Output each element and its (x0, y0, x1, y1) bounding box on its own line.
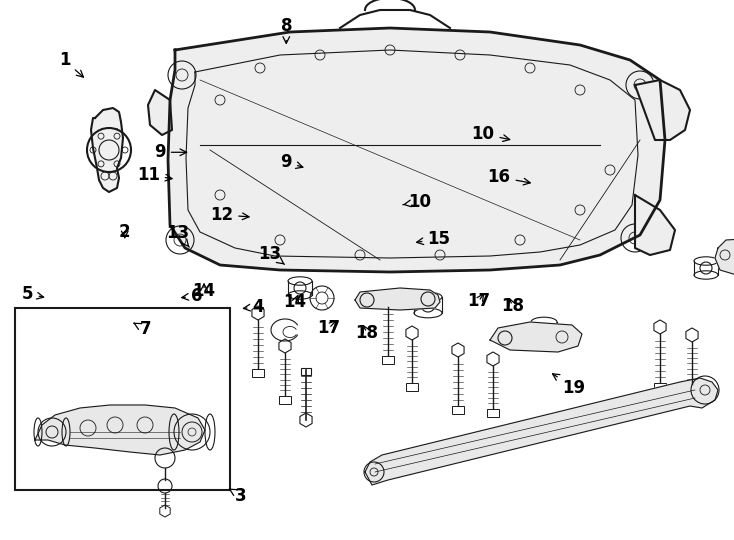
Text: 8: 8 (280, 17, 292, 43)
Text: 19: 19 (553, 374, 586, 397)
Text: 13: 13 (166, 224, 189, 247)
Text: 4: 4 (244, 298, 264, 316)
Polygon shape (91, 108, 123, 192)
Polygon shape (635, 80, 690, 140)
Text: 6: 6 (182, 287, 203, 305)
Text: 9: 9 (154, 143, 186, 161)
Polygon shape (635, 195, 675, 255)
Text: 10: 10 (471, 125, 509, 143)
Text: 10: 10 (403, 193, 432, 211)
Text: 12: 12 (210, 206, 249, 224)
Text: 17: 17 (317, 319, 341, 338)
Text: 15: 15 (417, 230, 451, 248)
Polygon shape (715, 238, 734, 276)
Text: 1: 1 (59, 51, 84, 77)
Text: 16: 16 (487, 168, 530, 186)
Text: 18: 18 (355, 323, 379, 342)
Polygon shape (35, 405, 205, 455)
Polygon shape (148, 90, 172, 135)
Text: 5: 5 (22, 285, 43, 303)
Text: 14: 14 (192, 281, 216, 300)
Polygon shape (355, 288, 440, 310)
Text: 13: 13 (258, 245, 285, 265)
Polygon shape (365, 378, 718, 485)
Polygon shape (168, 28, 665, 272)
Polygon shape (490, 322, 582, 352)
Text: 2: 2 (119, 223, 131, 241)
Text: 9: 9 (280, 153, 303, 171)
Text: 3: 3 (230, 487, 247, 505)
Text: 18: 18 (501, 296, 524, 315)
Text: 17: 17 (467, 292, 490, 310)
Text: 11: 11 (137, 166, 172, 184)
Text: 14: 14 (283, 293, 307, 312)
Text: 7: 7 (134, 320, 151, 339)
